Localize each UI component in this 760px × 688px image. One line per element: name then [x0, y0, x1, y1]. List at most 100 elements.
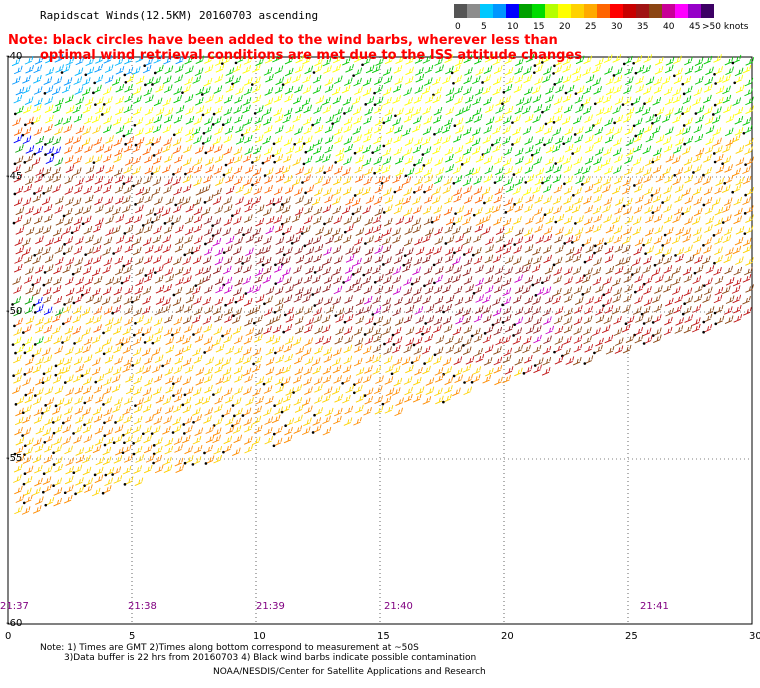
contamination-marker	[593, 351, 596, 355]
wind-barb	[254, 327, 264, 337]
wind-barb	[372, 366, 382, 375]
wind-barb	[33, 415, 43, 424]
wind-barb	[212, 136, 222, 146]
wind-barb	[172, 424, 182, 433]
contamination-marker	[643, 102, 646, 106]
wind-barb	[271, 336, 281, 345]
wind-barb	[474, 347, 483, 357]
wind-barb	[355, 394, 365, 403]
contamination-marker	[124, 80, 128, 84]
wind-barb	[142, 404, 152, 413]
contamination-marker	[73, 342, 76, 345]
wind-barb	[705, 66, 714, 76]
legend-label: 30	[611, 22, 623, 32]
contamination-marker	[382, 211, 386, 214]
wind-barb	[342, 97, 352, 106]
wind-barb	[674, 184, 684, 193]
wind-barb	[15, 454, 25, 464]
contamination-marker	[504, 211, 508, 214]
wind-barb	[223, 134, 233, 143]
wind-barb	[34, 185, 43, 194]
wind-barb	[104, 427, 114, 437]
wind-barb	[333, 215, 343, 225]
contamination-marker	[242, 233, 245, 237]
wind-barb	[674, 67, 683, 77]
wind-barb	[354, 376, 363, 386]
contamination-marker	[244, 292, 248, 295]
contamination-marker	[93, 473, 97, 477]
contamination-marker	[731, 190, 734, 194]
wind-barb	[104, 144, 113, 153]
contamination-marker	[14, 351, 17, 355]
wind-barb	[312, 74, 322, 84]
wind-barb	[275, 246, 285, 255]
contamination-note-line1: Note: black circles have been added to t…	[8, 33, 558, 48]
wind-barb	[332, 115, 342, 125]
wind-barb	[744, 266, 753, 276]
wind-barb	[212, 227, 222, 237]
contamination-marker	[651, 211, 655, 214]
legend-label: 10	[507, 22, 519, 32]
wind-barb	[45, 155, 55, 165]
contamination-marker	[382, 121, 386, 125]
wind-barb	[164, 445, 174, 455]
wind-barb	[492, 125, 501, 135]
wind-barb	[413, 295, 422, 304]
wind-barb	[583, 195, 592, 205]
wind-barb	[124, 286, 134, 295]
wind-barb	[321, 314, 331, 324]
wind-barb	[71, 224, 81, 234]
wind-barb	[45, 54, 54, 64]
wind-barb	[524, 204, 533, 213]
wind-barb	[433, 285, 443, 294]
wind-barb	[264, 416, 274, 425]
wind-barb	[304, 324, 313, 334]
wind-barb	[634, 326, 644, 336]
wind-barb	[25, 356, 34, 366]
contamination-marker	[462, 344, 465, 347]
contamination-marker	[634, 290, 637, 294]
wind-barb	[223, 444, 232, 453]
wind-barb	[442, 316, 452, 325]
wind-barb	[44, 386, 54, 395]
wind-barb	[353, 67, 363, 77]
wind-barb	[605, 235, 614, 245]
wind-barb	[52, 174, 62, 183]
wind-barb	[683, 157, 693, 166]
wind-barb	[524, 305, 533, 315]
contamination-marker	[713, 72, 716, 76]
wind-barb	[182, 184, 192, 193]
wind-barb	[325, 114, 335, 124]
wind-barb	[374, 285, 384, 295]
wind-barb	[232, 397, 242, 406]
wind-barb	[413, 95, 423, 104]
wind-barb	[575, 275, 585, 284]
wind-barb	[522, 187, 532, 196]
wind-barb	[103, 407, 112, 417]
wind-barb	[575, 85, 585, 95]
wind-barb	[135, 196, 144, 205]
wind-barb	[33, 215, 43, 225]
wind-barb	[193, 414, 202, 423]
wind-barb	[315, 95, 325, 104]
wind-barb	[24, 56, 34, 65]
wind-barb	[85, 66, 95, 76]
contamination-marker	[134, 404, 137, 407]
wind-barb	[324, 144, 334, 154]
wind-barb	[434, 226, 443, 236]
wind-barb	[313, 253, 322, 263]
wind-barb	[503, 147, 513, 156]
wind-barb	[41, 347, 51, 357]
wind-barb	[295, 104, 304, 114]
wind-barb	[323, 65, 332, 74]
contamination-marker	[702, 243, 705, 247]
wind-barb	[343, 116, 353, 126]
wind-barb	[705, 136, 714, 146]
wind-barb	[133, 404, 143, 414]
wind-barb	[153, 374, 163, 383]
contamination-marker	[33, 192, 36, 195]
wind-barb	[34, 97, 43, 107]
wind-barb	[25, 64, 34, 74]
wind-barb	[643, 124, 653, 133]
wind-barb	[223, 116, 232, 126]
